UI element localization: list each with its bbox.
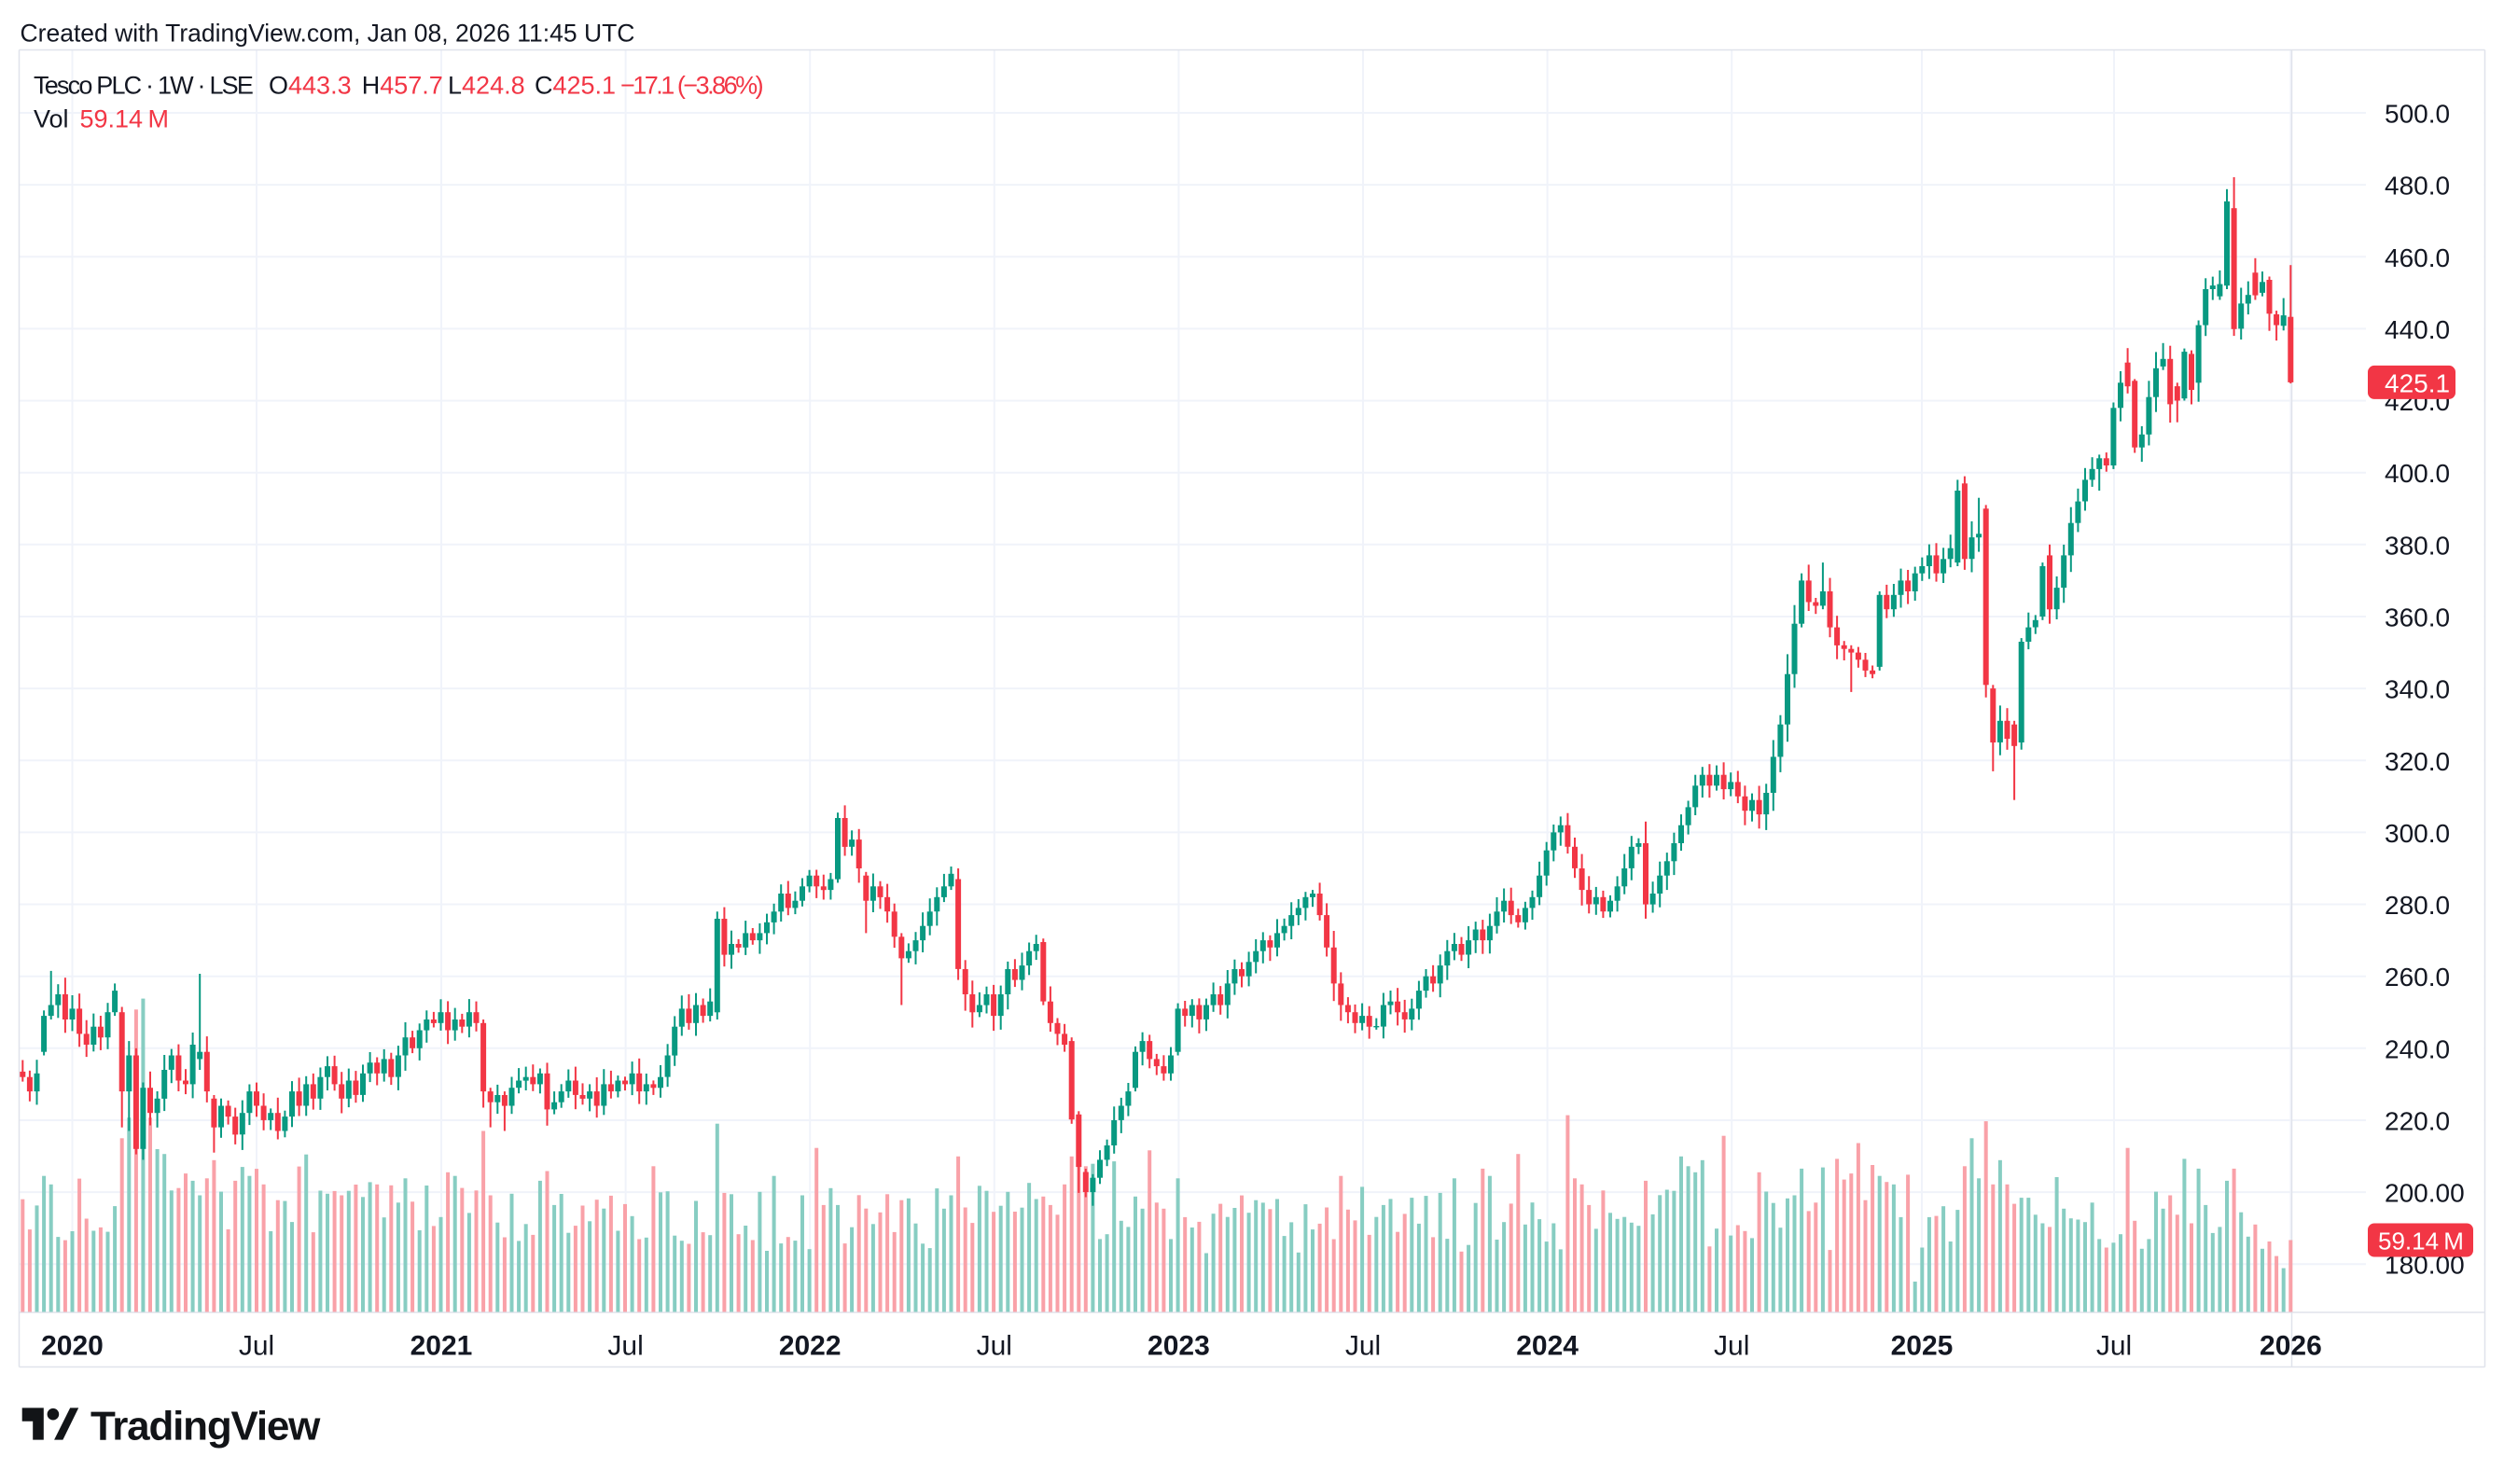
svg-text:480.0: 480.0 — [2385, 172, 2450, 201]
svg-text:2021: 2021 — [410, 1331, 473, 1362]
svg-text:425.1: 425.1 — [2385, 368, 2450, 397]
svg-text:Jul: Jul — [977, 1331, 1012, 1362]
svg-text:H457.7: H457.7 — [362, 72, 443, 100]
svg-text:Jul: Jul — [1345, 1331, 1381, 1362]
svg-text:440.0: 440.0 — [2385, 315, 2450, 344]
svg-text:Jul: Jul — [607, 1331, 643, 1362]
svg-text:59.14 M: 59.14 M — [80, 105, 169, 133]
svg-text:L424.8: L424.8 — [448, 72, 525, 100]
svg-text:O443.3: O443.3 — [269, 72, 352, 100]
svg-text:59.14 M: 59.14 M — [2378, 1227, 2464, 1255]
svg-text:500.0: 500.0 — [2385, 100, 2450, 129]
svg-text:460.0: 460.0 — [2385, 243, 2450, 272]
svg-text:220.0: 220.0 — [2385, 1107, 2450, 1136]
svg-text:340.0: 340.0 — [2385, 675, 2450, 704]
svg-text:Created with TradingView.com,: Created with TradingView.com, Jan 08, 20… — [21, 20, 635, 48]
svg-text:2025: 2025 — [1891, 1331, 1954, 1362]
svg-text:2022: 2022 — [779, 1331, 842, 1362]
svg-text:200.00: 200.00 — [2385, 1179, 2465, 1208]
svg-text:2024: 2024 — [1516, 1331, 1579, 1362]
svg-text:2026: 2026 — [2260, 1331, 2322, 1362]
svg-text:Vol: Vol — [34, 105, 69, 133]
svg-text:TradingView: TradingView — [90, 1404, 321, 1449]
svg-text:C425.1: C425.1 — [535, 72, 616, 100]
svg-text:−17.1 (−3.86%): −17.1 (−3.86%) — [620, 72, 763, 100]
svg-text:2023: 2023 — [1148, 1331, 1210, 1362]
svg-text:2020: 2020 — [41, 1331, 104, 1362]
svg-text:320.0: 320.0 — [2385, 747, 2450, 776]
svg-text:Tesco PLC · 1W · LSE: Tesco PLC · 1W · LSE — [34, 72, 253, 100]
svg-text:Jul: Jul — [1714, 1331, 1749, 1362]
svg-text:Jul: Jul — [2096, 1331, 2132, 1362]
svg-text:240.0: 240.0 — [2385, 1034, 2450, 1063]
svg-text:260.0: 260.0 — [2385, 963, 2450, 992]
svg-text:280.0: 280.0 — [2385, 891, 2450, 920]
svg-text:Jul: Jul — [239, 1331, 274, 1362]
svg-text:360.0: 360.0 — [2385, 603, 2450, 632]
svg-text:400.0: 400.0 — [2385, 459, 2450, 488]
svg-text:380.0: 380.0 — [2385, 531, 2450, 560]
svg-text:300.0: 300.0 — [2385, 819, 2450, 848]
